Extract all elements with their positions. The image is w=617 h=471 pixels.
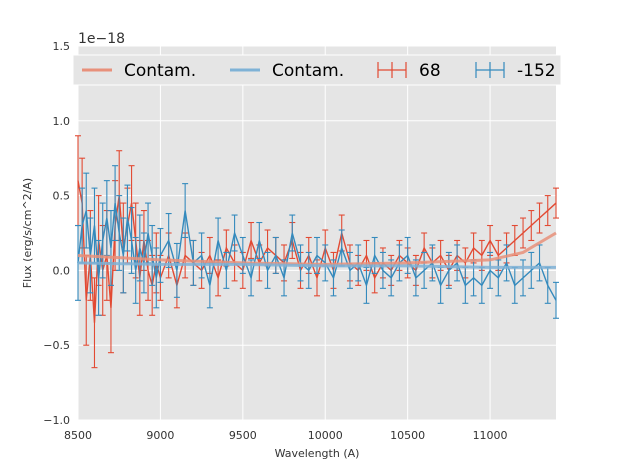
contam-line-2 xyxy=(77,231,557,266)
y-tick-label: 1.0 xyxy=(53,115,71,128)
y-tick-label: −0.5 xyxy=(43,339,70,352)
x-tick-label: 10000 xyxy=(308,429,343,442)
legend-swatch-152 xyxy=(475,62,505,78)
series-68-0-errorbar xyxy=(553,187,559,219)
legend-label-68: 68 xyxy=(419,61,441,81)
legend: Contam. Contam. 68 -152 xyxy=(72,54,562,86)
contam-line-3 xyxy=(77,261,556,269)
y-tick-label: 0.5 xyxy=(53,190,71,203)
x-tick-label: 9500 xyxy=(229,429,257,442)
plot-background xyxy=(78,46,556,420)
legend-label-contam-blue: Contam. xyxy=(272,61,344,81)
legend-label-contam-red: Contam. xyxy=(124,61,196,81)
x-tick-label: 11000 xyxy=(473,429,508,442)
y-tick-label: 1.5 xyxy=(53,40,71,53)
x-tick-label: 10500 xyxy=(390,429,425,442)
x-tick-label: 9000 xyxy=(146,429,174,442)
legend-label-152: -152 xyxy=(517,61,556,81)
x-tick-label: 8500 xyxy=(64,429,92,442)
legend-swatch-68 xyxy=(377,62,407,78)
y-offset-text: 1e−18 xyxy=(78,31,125,47)
x-axis-label: Wavelength (A) xyxy=(275,447,360,460)
y-tick-label: 0.0 xyxy=(53,264,71,277)
y-tick-label: −1.0 xyxy=(43,414,70,427)
ticks: 8500 9000 9500 10000 10500 11000 −1.0 −0.5 0.0 0.… xyxy=(43,40,507,442)
y-axis-label: Flux (erg/s/cm^2/A) xyxy=(21,178,34,288)
series-152-1-line xyxy=(77,202,557,301)
data-layer xyxy=(75,135,559,369)
